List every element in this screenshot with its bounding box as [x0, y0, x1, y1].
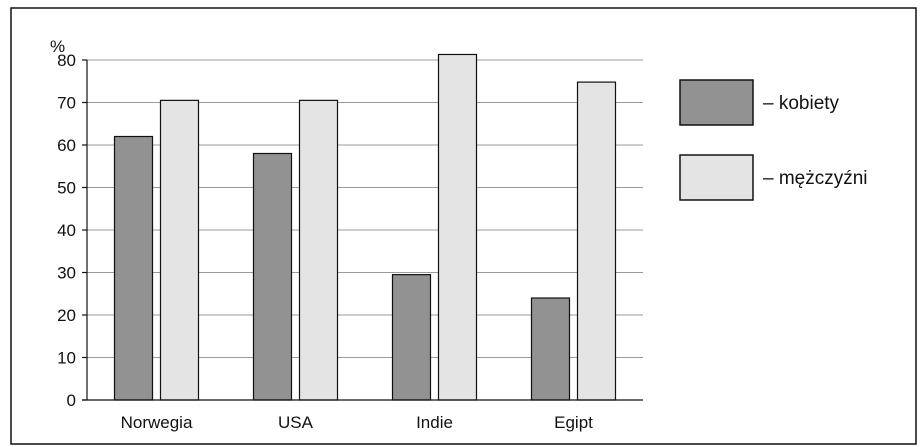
y-tick-label: 40 — [57, 221, 76, 240]
x-axis-ticks: Norwegia USA Indie Egipt — [121, 413, 594, 432]
y-tick-label: 30 — [57, 264, 76, 283]
y-tick-label: 80 — [57, 51, 76, 70]
bar-mezczyzni-indie — [437, 53, 478, 401]
y-tick-label: 70 — [57, 94, 76, 113]
bar-mezczyzni-norwegia — [159, 99, 200, 401]
bar-kobiety-norwegia — [113, 135, 154, 401]
y-axis-ticks: 0 10 20 30 40 50 60 70 80 — [57, 51, 87, 410]
x-tick-label: Indie — [416, 413, 453, 432]
bar-kobiety-indie — [391, 274, 432, 401]
x-tick-label: Norwegia — [121, 413, 193, 432]
bar-mezczyzni-usa — [298, 99, 339, 401]
bar-kobiety-egipt — [530, 297, 571, 401]
y-tick-label: 20 — [57, 306, 76, 325]
y-tick-label: 0 — [67, 391, 76, 410]
bar-mezczyzni-egipt — [576, 81, 617, 401]
x-tick-label: USA — [278, 413, 314, 432]
bars — [113, 53, 617, 401]
x-tick-label: Egipt — [554, 413, 593, 432]
legend: – kobiety – mężczyźni — [679, 79, 868, 201]
y-axis-label: % — [50, 37, 65, 56]
bar-kobiety-usa — [252, 152, 293, 401]
legend-swatch — [679, 154, 754, 201]
y-tick-label: 60 — [57, 136, 76, 155]
legend-swatch — [679, 79, 754, 126]
legend-label: – mężczyźni — [763, 168, 868, 189]
legend-label: – kobiety — [763, 93, 840, 114]
y-tick-label: 10 — [57, 349, 76, 368]
y-tick-label: 50 — [57, 179, 76, 198]
